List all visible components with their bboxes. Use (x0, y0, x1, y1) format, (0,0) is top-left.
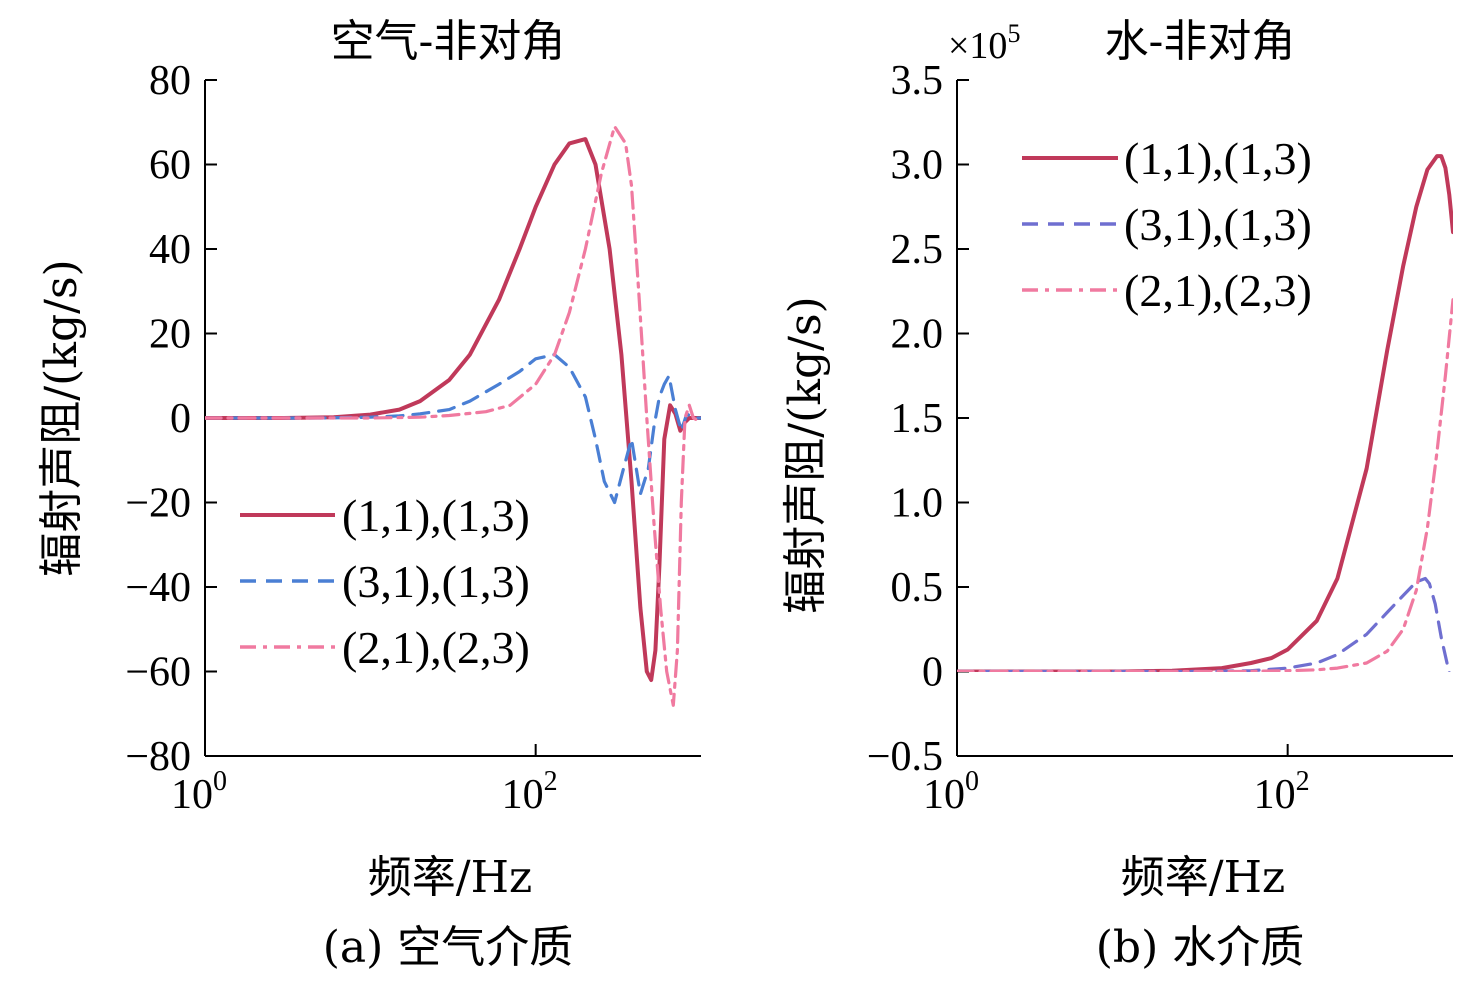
y-tick-label: 3.5 (891, 58, 944, 104)
y-tick-label: 0 (922, 650, 943, 696)
y-ticks-air: 80 60 40 20 0 −20 −40 −60 −80 (125, 58, 217, 780)
chart-title-air: 空气-非对角 (331, 16, 566, 67)
x-ticks-air: 100 102 (171, 744, 558, 818)
y-tick-label: −0.5 (867, 734, 943, 780)
x-tick-label: 102 (502, 766, 558, 818)
x-tick-label: 100 (171, 766, 227, 818)
y-tick-label: 3.0 (891, 143, 944, 189)
y-axis-label-water: 辐射声阻/(kg/s) (780, 296, 831, 613)
y-tick-label: 20 (149, 312, 191, 358)
legend-water: (1,1),(1,3) (3,1),(1,3) (2,1),(2,3) (1022, 133, 1312, 316)
y-tick-label: 0 (170, 396, 191, 442)
x-axis-label-air: 频率/Hz (368, 852, 532, 903)
x-axis-label-water: 频率/Hz (1121, 852, 1285, 903)
y-tick-label: −20 (125, 481, 191, 527)
legend-entry-label: (1,1),(1,3) (342, 490, 530, 541)
series-line-air-2 (205, 353, 701, 505)
y-tick-label: −60 (125, 650, 191, 696)
y-tick-label: 1.5 (891, 396, 944, 442)
y-tick-label: 60 (149, 143, 191, 189)
y-tick-label: 80 (149, 58, 191, 104)
x-tick-label: 100 (923, 766, 979, 818)
y-tick-label: 2.0 (891, 312, 944, 358)
y-axis-label-air: 辐射声阻/(kg/s) (36, 259, 87, 576)
x-tick-label: 102 (1254, 766, 1310, 818)
legend-entry-label: (2,1),(2,3) (1124, 265, 1312, 316)
chart-panel-water: ×105 水-非对角 3.5 3.0 2.5 2.0 1.5 1.0 0.5 0 −0.5 10… (780, 16, 1453, 973)
series-lines-air (205, 124, 701, 707)
legend-entry-label: (3,1),(1,3) (1124, 199, 1312, 250)
series-line-water-3 (957, 298, 1453, 672)
y-multiplier-water: ×105 (948, 19, 1020, 67)
y-tick-label: −40 (125, 565, 191, 611)
y-tick-label: 2.5 (891, 227, 944, 273)
chart-title-water: 水-非对角 (1105, 16, 1296, 67)
panel-caption-air: (a) 空气介质 (323, 922, 574, 973)
legend-entry-label: (3,1),(1,3) (342, 556, 530, 607)
legend-entry-label: (2,1),(2,3) (342, 622, 530, 673)
y-tick-label: −80 (125, 734, 191, 780)
x-ticks-water: 100 102 (923, 744, 1310, 818)
y-ticks-water: 3.5 3.0 2.5 2.0 1.5 1.0 0.5 0 −0.5 (867, 58, 969, 780)
legend-entry-label: (1,1),(1,3) (1124, 133, 1312, 184)
chart-panel-air: 空气-非对角 80 60 40 20 0 −20 −40 −60 −80 100 102 频率/H… (36, 16, 701, 973)
y-tick-label: 40 (149, 227, 191, 273)
series-lines-water (957, 154, 1453, 672)
y-tick-label: 0.5 (891, 565, 944, 611)
y-tick-label: 1.0 (891, 481, 944, 527)
legend-air: (1,1),(1,3) (3,1),(1,3) (2,1),(2,3) (240, 490, 530, 673)
series-line-air-1 (205, 137, 701, 682)
series-line-air-3 (205, 124, 701, 707)
panel-caption-water: (b) 水介质 (1096, 922, 1304, 973)
